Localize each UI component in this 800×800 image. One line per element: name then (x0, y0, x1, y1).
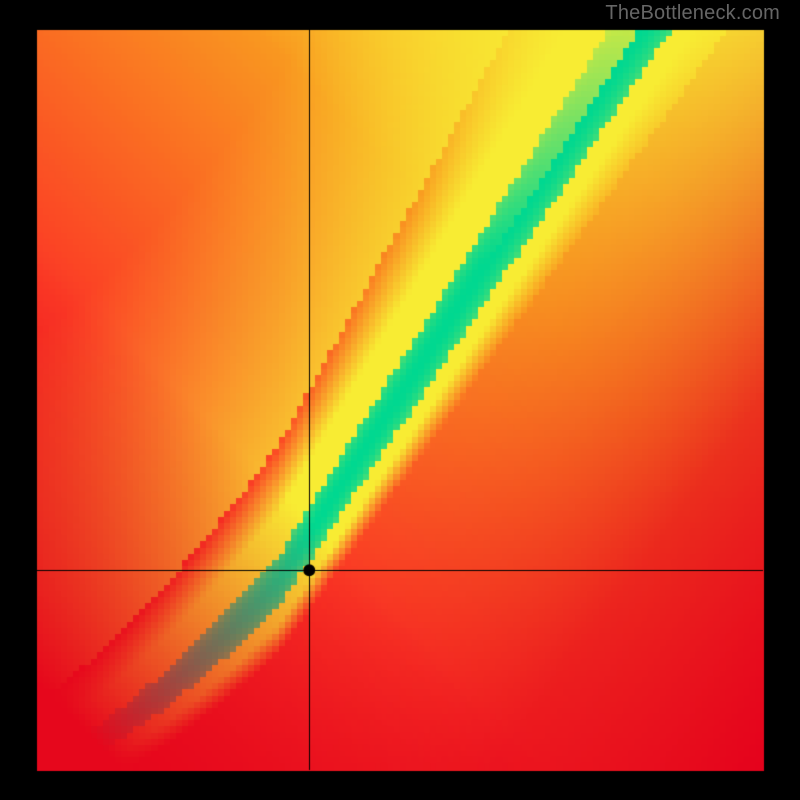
bottleneck-heatmap (0, 0, 800, 800)
figure-container: { "figure": { "type": "heatmap", "domain… (0, 0, 800, 800)
watermark-text: TheBottleneck.com (605, 2, 780, 25)
